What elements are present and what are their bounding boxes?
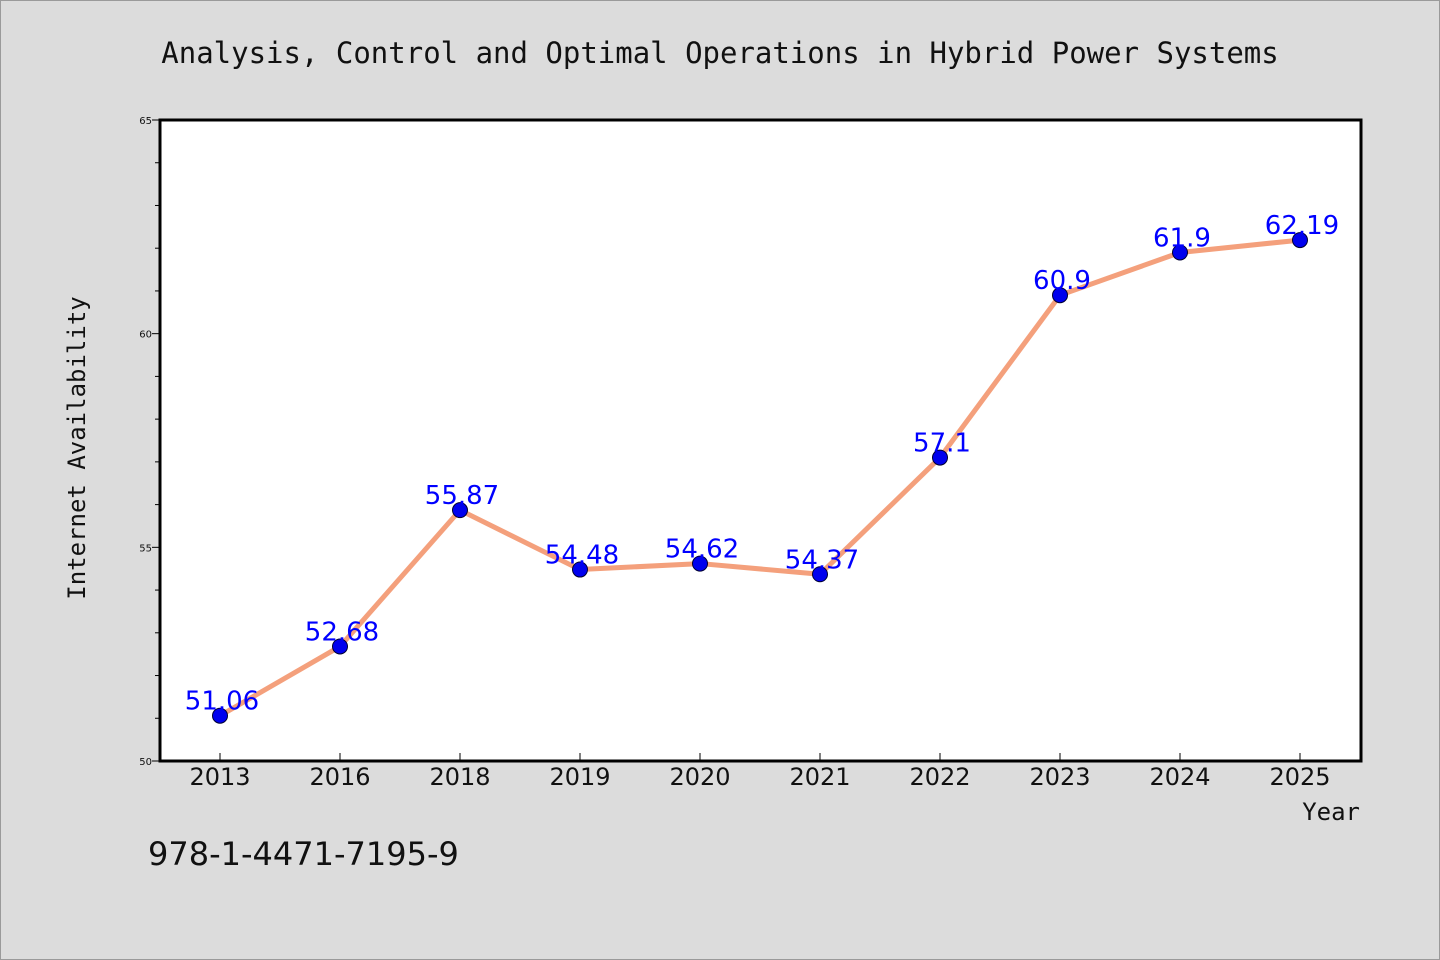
data-label: 51.06 — [185, 687, 259, 717]
x-axis-label: Year — [1302, 798, 1360, 826]
x-tick-label: 2018 — [429, 763, 490, 791]
data-point — [572, 561, 588, 578]
y-tick-label: 65 — [139, 116, 152, 127]
data-label: 55.87 — [425, 481, 499, 511]
data-label: 61.9 — [1153, 223, 1211, 253]
data-point — [1052, 287, 1068, 304]
series-line — [218, 237, 1301, 718]
markers-group — [212, 232, 1308, 724]
x-tick-label: 2019 — [549, 763, 610, 791]
y-tick-label: 60 — [139, 330, 152, 341]
data-point — [1292, 232, 1308, 249]
y-axis: 50 55 60 65 — [139, 116, 160, 768]
plot-area — [158, 118, 1363, 763]
x-tick-label: 2024 — [1149, 763, 1210, 791]
data-label: 57.1 — [913, 429, 971, 459]
data-point — [812, 566, 828, 583]
y-tick-label: 50 — [139, 757, 152, 768]
data-label: 52.68 — [305, 617, 379, 647]
data-point — [452, 502, 468, 519]
x-tick-label: 2021 — [789, 763, 850, 791]
data-point — [1172, 244, 1188, 261]
data-label: 54.37 — [785, 545, 859, 575]
isbn-label: 978-1-4471-7195-9 — [148, 835, 459, 873]
data-point — [932, 449, 948, 466]
data-point — [212, 707, 228, 724]
x-tick-label: 2023 — [1029, 763, 1090, 791]
x-tick-label: 2025 — [1269, 763, 1330, 791]
data-labels-group: 51.06 52.68 55.87 54.48 54.62 54.37 57.1 60.9 61… — [185, 211, 1339, 717]
y-tick-label: 55 — [139, 543, 152, 554]
x-tick-label: 2022 — [909, 763, 970, 791]
series-group — [218, 237, 1301, 718]
x-tick-label: 2016 — [309, 763, 370, 791]
x-axis: 2013 2016 2018 2019 2020 2021 2022 2023 2024 2025 — [189, 753, 1331, 791]
data-label: 54.48 — [545, 541, 619, 571]
data-point — [332, 638, 348, 655]
x-tick-label: 2013 — [189, 763, 250, 791]
data-label: 54.62 — [665, 535, 739, 565]
chart-title: Analysis, Control and Optimal Operations… — [161, 36, 1278, 70]
x-tick-label: 2020 — [669, 763, 730, 791]
y-axis-label: Internet Availability — [63, 296, 91, 599]
data-label: 62.19 — [1265, 211, 1339, 241]
data-point — [692, 555, 708, 572]
data-label: 60.9 — [1033, 266, 1091, 296]
